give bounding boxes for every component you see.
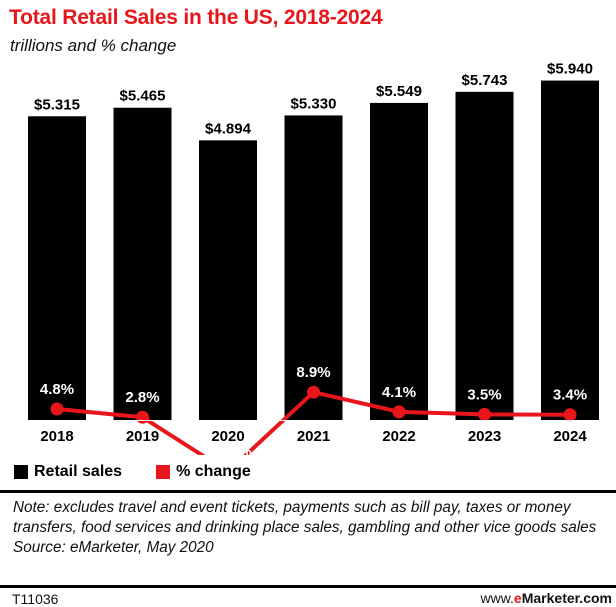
- pct-change-point: [563, 408, 577, 422]
- pct-change-label: 4.1%: [382, 384, 416, 401]
- bar-2023: [455, 91, 514, 421]
- bar-2024: [541, 80, 599, 421]
- divider-top: [0, 490, 616, 493]
- x-tick-label: 2020: [211, 428, 244, 445]
- legend-label-line: % change: [176, 463, 251, 480]
- pct-change-point: [307, 385, 320, 399]
- pct-change-label: 4.8%: [40, 381, 74, 398]
- brand-rest: Marketer.com: [521, 590, 612, 606]
- line-layer: [50, 385, 577, 455]
- labels-layer: $5.315 $5.465 $4.894 $5.330 $5.549 $5.743 $5.9…: [34, 61, 593, 455]
- bar-value-label: $5.315: [34, 96, 80, 113]
- bar-value-label: $5.940: [547, 61, 593, 78]
- brand-e: e: [513, 590, 522, 606]
- x-tick-label: 2021: [297, 428, 330, 445]
- pct-change-label: 2.8%: [125, 389, 159, 406]
- x-axis: 2018 2019 2020 2021 2022 2023 2024: [10, 420, 606, 445]
- pct-change-point: [392, 405, 406, 419]
- bar-2018: [28, 116, 86, 421]
- bar-2019: [113, 107, 172, 420]
- bar-value-label: $4.894: [205, 120, 252, 137]
- legend: Retail sales % change: [14, 463, 285, 481]
- bar-2021: [284, 115, 343, 420]
- legend-item-pct-change: % change: [156, 463, 251, 481]
- x-tick-label: 2023: [468, 428, 501, 445]
- bar-value-label: $5.465: [120, 88, 166, 105]
- chart-id: T11036: [12, 591, 59, 607]
- x-tick-label: 2019: [126, 428, 159, 445]
- x-tick-label: 2018: [40, 428, 73, 445]
- legend-item-retail-sales: Retail sales: [14, 463, 122, 481]
- pct-change-label: 3.4%: [553, 387, 587, 404]
- chart-area: $5.315 $5.465 $4.894 $5.330 $5.549 $5.743 $5.9…: [10, 61, 606, 455]
- bar-value-label: $5.330: [291, 95, 337, 112]
- bars-layer: [28, 80, 599, 421]
- chart-title: Total Retail Sales in the US, 2018-2024: [9, 6, 383, 29]
- pct-change-label: 3.5%: [467, 386, 501, 403]
- bar-value-label: $5.743: [462, 72, 508, 89]
- bar-value-label: $5.549: [376, 83, 422, 100]
- brand-prefix: www.: [480, 590, 514, 606]
- note-text: Note: excludes travel and event tickets,…: [13, 499, 597, 536]
- legend-label-bars: Retail sales: [34, 463, 123, 480]
- source-text: Source: eMarketer, May 2020: [13, 539, 214, 556]
- pct-change-point: [50, 402, 64, 416]
- divider-bottom: [0, 585, 616, 588]
- legend-swatch-line: [156, 465, 171, 479]
- bar-2022: [370, 102, 428, 420]
- brand-footer: www.eMarketer.com: [480, 590, 612, 606]
- x-tick-label: 2022: [382, 428, 415, 445]
- bar-2020: [199, 140, 257, 420]
- chart-subtitle: trillions and % change: [10, 36, 177, 55]
- pct-change-label: -10.5%: [204, 444, 252, 455]
- pct-change-point: [478, 407, 491, 421]
- pct-change-label: 8.9%: [296, 364, 330, 381]
- chart-note: Note: excludes travel and event tickets,…: [13, 498, 613, 558]
- legend-swatch-bars: [14, 465, 28, 479]
- x-tick-label: 2024: [553, 428, 587, 445]
- pct-change-point: [136, 410, 149, 424]
